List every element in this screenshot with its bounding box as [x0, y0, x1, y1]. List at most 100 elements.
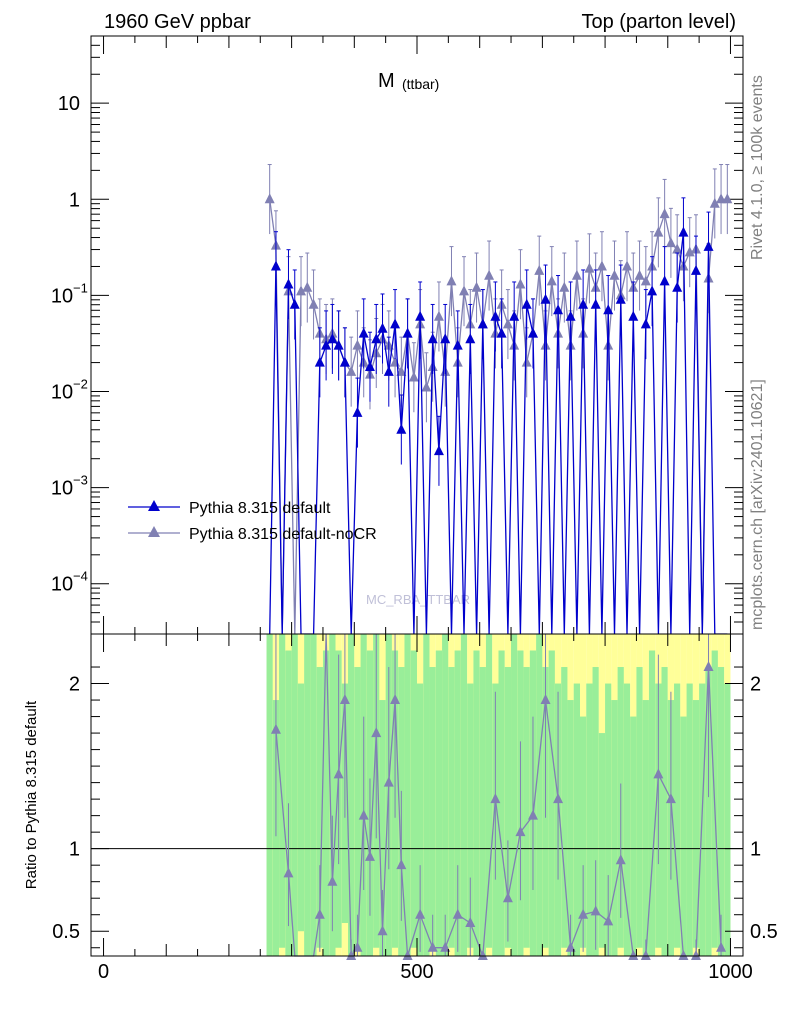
ratio-data-point	[333, 768, 344, 779]
green-band-bin	[479, 667, 486, 956]
ratio-data-point	[640, 950, 651, 960]
data-point	[659, 208, 670, 219]
ratio-data-point	[515, 826, 526, 837]
data-point	[509, 310, 520, 321]
ratio-tick-label-right: 2	[750, 674, 761, 696]
green-band-bin	[310, 634, 317, 956]
y-tick-exponent: −2	[73, 377, 88, 392]
ratio-data-point	[427, 941, 438, 952]
y-tick-label: 10	[51, 285, 73, 307]
green-band-bin	[580, 716, 587, 948]
green-band-bin	[692, 700, 700, 948]
green-band-bin	[417, 683, 424, 956]
data-point	[289, 298, 300, 309]
legend-label-nocr: Pythia 8.315 default-noCR	[189, 526, 377, 543]
ratio-tick-label-left: 2	[69, 674, 80, 696]
data-point	[534, 264, 545, 275]
ratio-data-point	[346, 950, 357, 960]
ratio-data-point	[527, 809, 538, 820]
green-band-bin	[460, 634, 468, 956]
data-point	[653, 226, 664, 237]
main-plot-panel: M (ttbar) MC_RBA_TTBAR 10110−110−210−310…	[51, 35, 744, 635]
data-point	[459, 285, 470, 296]
green-band-bin	[592, 667, 599, 956]
data-point	[609, 269, 620, 280]
ratio-data-point	[465, 916, 476, 927]
data-point	[327, 333, 338, 344]
green-band-bin	[316, 667, 323, 948]
x-tick-label: 0	[98, 961, 109, 983]
data-point	[346, 365, 357, 376]
data-point	[264, 193, 275, 204]
green-band-bin	[648, 650, 656, 956]
ratio-data	[91, 633, 743, 960]
data-point	[465, 333, 476, 344]
ratio-data-point	[339, 694, 350, 705]
legend-marker-nocr	[148, 526, 160, 537]
ratio-tick-label-right: 0.5	[750, 921, 778, 943]
ratio-data-point	[314, 908, 325, 919]
legend-entry-nocr: Pythia 8.315 default-noCR	[128, 526, 377, 543]
data-point	[521, 356, 532, 367]
green-band-bin	[448, 667, 455, 948]
green-band-bin	[686, 683, 693, 956]
green-band-bin	[573, 683, 580, 956]
green-band-bin	[379, 700, 386, 956]
data-point	[678, 226, 689, 237]
green-band-bin	[523, 667, 530, 948]
green-band-bin	[630, 716, 637, 956]
data-point	[615, 293, 626, 304]
green-band-bin	[454, 650, 461, 956]
data-point	[446, 275, 457, 286]
plot-title-subscript: (ttbar)	[402, 76, 439, 92]
data-point	[546, 275, 557, 286]
green-band-bin	[636, 667, 643, 948]
data-point	[427, 333, 438, 344]
green-band-bin	[536, 634, 543, 956]
data-point	[477, 318, 488, 329]
data-point	[440, 333, 451, 344]
ratio-data-point	[452, 908, 463, 919]
ratio-tick-label-left: 0.5	[52, 921, 80, 943]
green-band-bin	[266, 634, 273, 956]
green-band-bin	[605, 683, 612, 956]
green-band-bin	[297, 683, 305, 932]
y-tick-label: 10	[51, 574, 73, 596]
ratio-data-point	[603, 915, 614, 926]
data-point	[490, 310, 501, 321]
data-point	[640, 275, 651, 286]
data-point	[433, 310, 444, 321]
data-point	[709, 197, 720, 208]
data-point	[540, 339, 551, 350]
ratio-data-point	[477, 950, 488, 960]
ratio-data-point	[440, 941, 451, 952]
green-band-bin	[567, 700, 574, 956]
y-tick-exponent: −4	[73, 569, 88, 584]
data-point	[515, 278, 526, 289]
ratio-data-point	[678, 950, 689, 960]
y-tick-exponent: −3	[73, 473, 88, 488]
ratio-data-point	[665, 793, 676, 804]
data-point	[521, 298, 532, 309]
data-point	[321, 339, 332, 350]
data-point	[371, 333, 382, 344]
data-point	[527, 327, 538, 338]
ratio-data-point	[415, 908, 426, 919]
analysis-watermark: MC_RBA_TTBAR	[366, 592, 470, 607]
data-point	[502, 318, 513, 329]
ratio-data-point	[615, 854, 626, 865]
data-point	[540, 293, 551, 304]
data-point	[672, 243, 683, 254]
green-band-bin	[674, 683, 681, 948]
data-point	[408, 371, 419, 382]
ratio-data-point	[653, 768, 664, 779]
ratio-tick-label-right: 1	[750, 839, 761, 861]
green-band-bin	[485, 634, 493, 948]
legend-label-default: Pythia 8.315 default	[189, 500, 331, 517]
data-point	[665, 237, 676, 248]
green-band-bin	[611, 700, 618, 956]
ratio-data-point	[402, 950, 413, 960]
ratio-data-point	[283, 867, 294, 878]
data-point	[703, 240, 714, 251]
x-axis: 0 500 1000	[98, 36, 753, 983]
